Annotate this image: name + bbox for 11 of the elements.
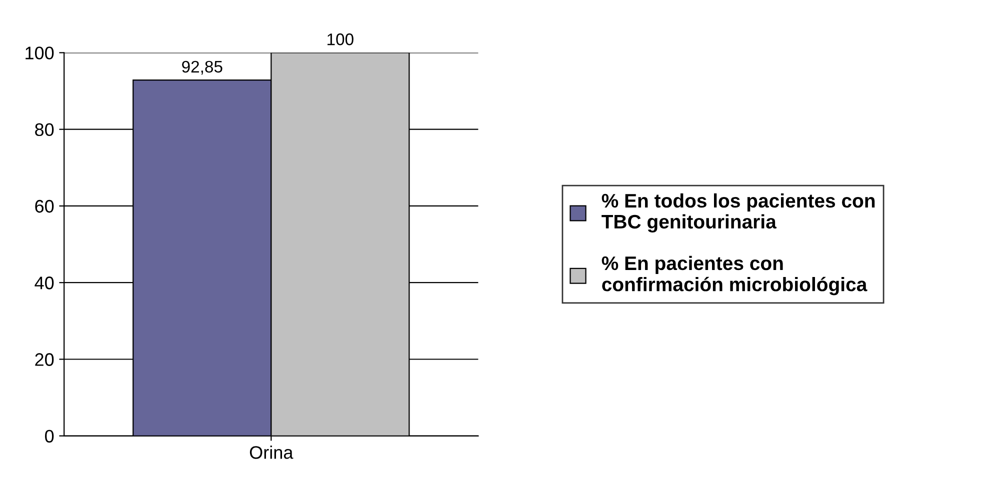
y-tick-label: 0 bbox=[45, 430, 54, 443]
y-tick-label: 100 bbox=[26, 46, 54, 60]
x-tick-label: Orina bbox=[250, 446, 294, 459]
data-label: 92,85 bbox=[182, 60, 222, 75]
data-label: 100 bbox=[328, 33, 354, 46]
legend-label: % En todos los pacientes con TBC genitourinaria bbox=[602, 193, 875, 233]
y-tick-label: 80 bbox=[35, 123, 54, 136]
y-tick-label: 60 bbox=[35, 200, 54, 213]
y-tick-label: 40 bbox=[34, 276, 54, 290]
y-tick-label: 20 bbox=[35, 353, 54, 366]
legend-label: % En pacientes con confirmación microbiológica bbox=[602, 256, 868, 296]
